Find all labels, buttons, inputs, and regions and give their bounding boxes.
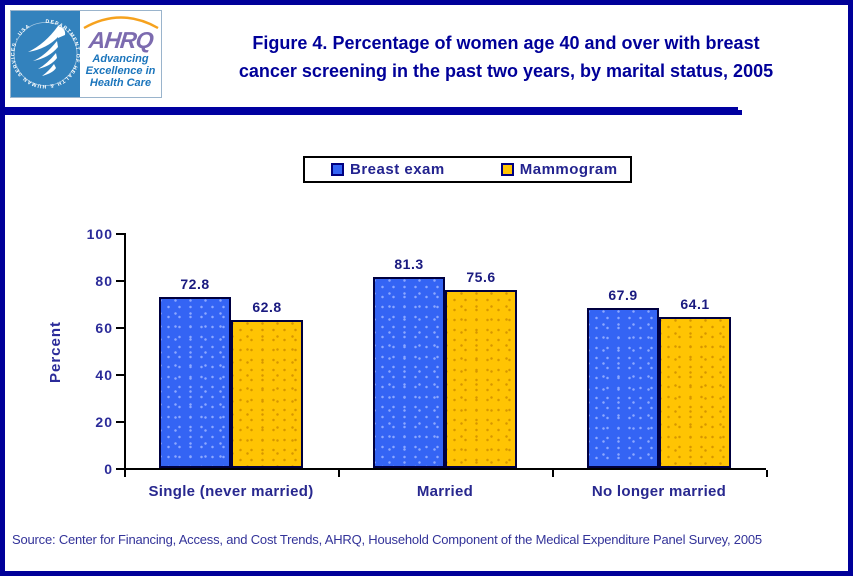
y-axis-tick-label: 40 [95,367,113,383]
x-category-label: No longer married [591,483,727,500]
x-axis-tick [338,470,340,477]
ahrq-arc-icon [82,16,159,29]
y-axis-tick [116,374,124,376]
breast-exam-bar [587,308,659,468]
x-category-label: Married [416,483,474,500]
bar-value-label: 81.3 [394,255,424,272]
bar-value-label: 67.9 [608,287,638,304]
ahrq-tagline: Advancing Excellence in Health Care [85,53,156,89]
header-divider [5,107,742,115]
source-note: Source: Center for Financing, Access, an… [12,532,762,547]
y-axis-tick [116,233,124,235]
bar-chart: Percent 0 20 40 60 80 100 72.8 62.8 Single (neve… [5,5,848,571]
y-axis-tick [116,280,124,282]
figure-title-line2: cancer screening in the past two years, … [238,61,774,81]
ahrq-logo: AHRQ Advancing Excellence in Health Care [80,11,161,97]
mammogram-bar [445,290,517,468]
legend-label: Breast exam [350,161,445,178]
breast-exam-swatch-icon [331,163,344,176]
y-axis-tick-label: 100 [86,226,113,242]
legend-item-breast-exam: Breast exam [331,161,445,178]
y-axis-tick [116,468,124,470]
hhs-logo: DEPARTMENT OF HEALTH & HUMAN SERVICES - … [10,11,80,97]
y-axis-title: Percent [47,320,64,384]
x-axis-tick [766,470,768,477]
y-axis-tick-label: 20 [95,414,113,430]
bar-value-label: 62.8 [252,299,282,316]
breast-exam-bar [373,276,445,468]
y-axis-tick-label: 80 [95,273,113,289]
bar-value-label: 64.1 [680,296,710,313]
breast-exam-bar [159,296,231,468]
x-category-label: Single (never married) [148,483,314,500]
y-axis-tick [116,421,124,423]
mammogram-swatch-icon [500,163,514,176]
y-axis-tick [116,327,124,329]
x-axis-tick [124,470,126,477]
mammogram-bar [659,317,731,468]
bar-value-label: 75.6 [466,269,496,286]
figure-title: Figure 4. Percentage of women age 40 and… [170,29,842,85]
mammogram-bar [231,320,303,468]
legend-item-mammogram: Mammogram [500,161,618,178]
x-axis-tick [552,470,554,477]
figure-title-line1: Figure 4. Percentage of women age 40 and… [252,33,760,53]
chart-legend: Breast exam Mammogram [303,156,632,183]
bar-value-label: 72.8 [180,275,210,292]
y-axis-tick-label: 60 [95,320,113,336]
x-axis-line [124,468,766,470]
ahrq-hhs-logo: DEPARTMENT OF HEALTH & HUMAN SERVICES - … [10,10,162,98]
y-axis-line [124,233,126,470]
y-axis-tick-label: 0 [104,461,113,477]
legend-label: Mammogram [519,161,618,178]
hhs-eagle-icon: DEPARTMENT OF HEALTH & HUMAN SERVICES - … [10,19,79,89]
